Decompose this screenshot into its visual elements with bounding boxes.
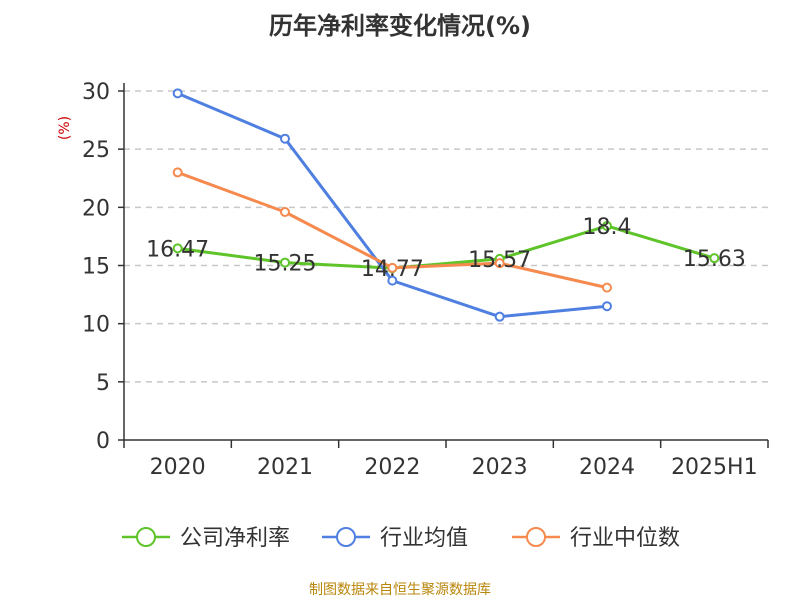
y-tick-label: 5	[96, 371, 110, 396]
x-tick-label: 2020	[150, 455, 206, 480]
data-labels: 16.47 15.25 14.77 15.57 18.4 15.63	[146, 215, 746, 282]
data-point	[494, 311, 505, 322]
y-tick-label: 10	[82, 313, 110, 338]
legend-marker	[336, 527, 356, 547]
data-label: 15.57	[468, 248, 531, 273]
legend-label: 行业中位数	[570, 526, 680, 551]
chart-title: 历年净利率变化情况(%)	[269, 12, 531, 40]
x-tick-label: 2022	[364, 455, 420, 480]
data-point	[709, 253, 720, 264]
x-tick-label: 2023	[472, 455, 528, 480]
source-note: 制图数据来自恒生聚源数据库	[309, 582, 491, 598]
x-tick-label: 2025H1	[671, 455, 758, 480]
axes: 0 5 10 15 20 25 30 2020 2021 2022 2023 2024 2025H1	[82, 80, 769, 480]
data-point	[280, 206, 290, 217]
data-point	[172, 243, 183, 254]
legend-label: 公司净利率	[180, 526, 290, 551]
legend-item[interactable]: 行业均值	[322, 526, 468, 551]
y-tick-label: 25	[82, 138, 110, 163]
legend-item[interactable]: 公司净利率	[122, 526, 290, 551]
data-point	[387, 275, 398, 286]
data-label: 15.63	[683, 247, 746, 272]
data-point	[172, 167, 183, 178]
y-tick-label: 30	[82, 80, 110, 105]
data-point	[602, 282, 612, 293]
series-lines	[172, 88, 720, 322]
legend-item[interactable]: 行业中位数	[512, 526, 680, 551]
data-point	[602, 301, 612, 312]
y-tick-label: 15	[82, 255, 110, 280]
legend[interactable]: 公司净利率 行业均值 行业中位数	[122, 526, 680, 551]
y-tick-label: 0	[96, 429, 110, 454]
data-point	[280, 257, 290, 268]
x-tick-label: 2024	[579, 455, 635, 480]
data-label: 18.4	[583, 215, 632, 240]
data-point	[602, 220, 612, 231]
data-label: 15.25	[254, 252, 317, 277]
legend-marker	[526, 527, 546, 547]
data-label: 14.77	[361, 257, 424, 282]
y-axis-label: (%)	[57, 116, 73, 140]
grid-lines	[124, 90, 768, 383]
y-tick-label: 20	[82, 196, 110, 221]
data-point	[387, 262, 398, 273]
data-label: 16.47	[146, 237, 209, 262]
data-point	[172, 88, 183, 99]
data-point	[494, 258, 505, 269]
legend-marker	[136, 527, 156, 547]
data-point	[280, 133, 290, 144]
legend-label: 行业均值	[380, 526, 468, 551]
series-line	[177, 224, 715, 270]
x-tick-label: 2021	[257, 455, 313, 480]
